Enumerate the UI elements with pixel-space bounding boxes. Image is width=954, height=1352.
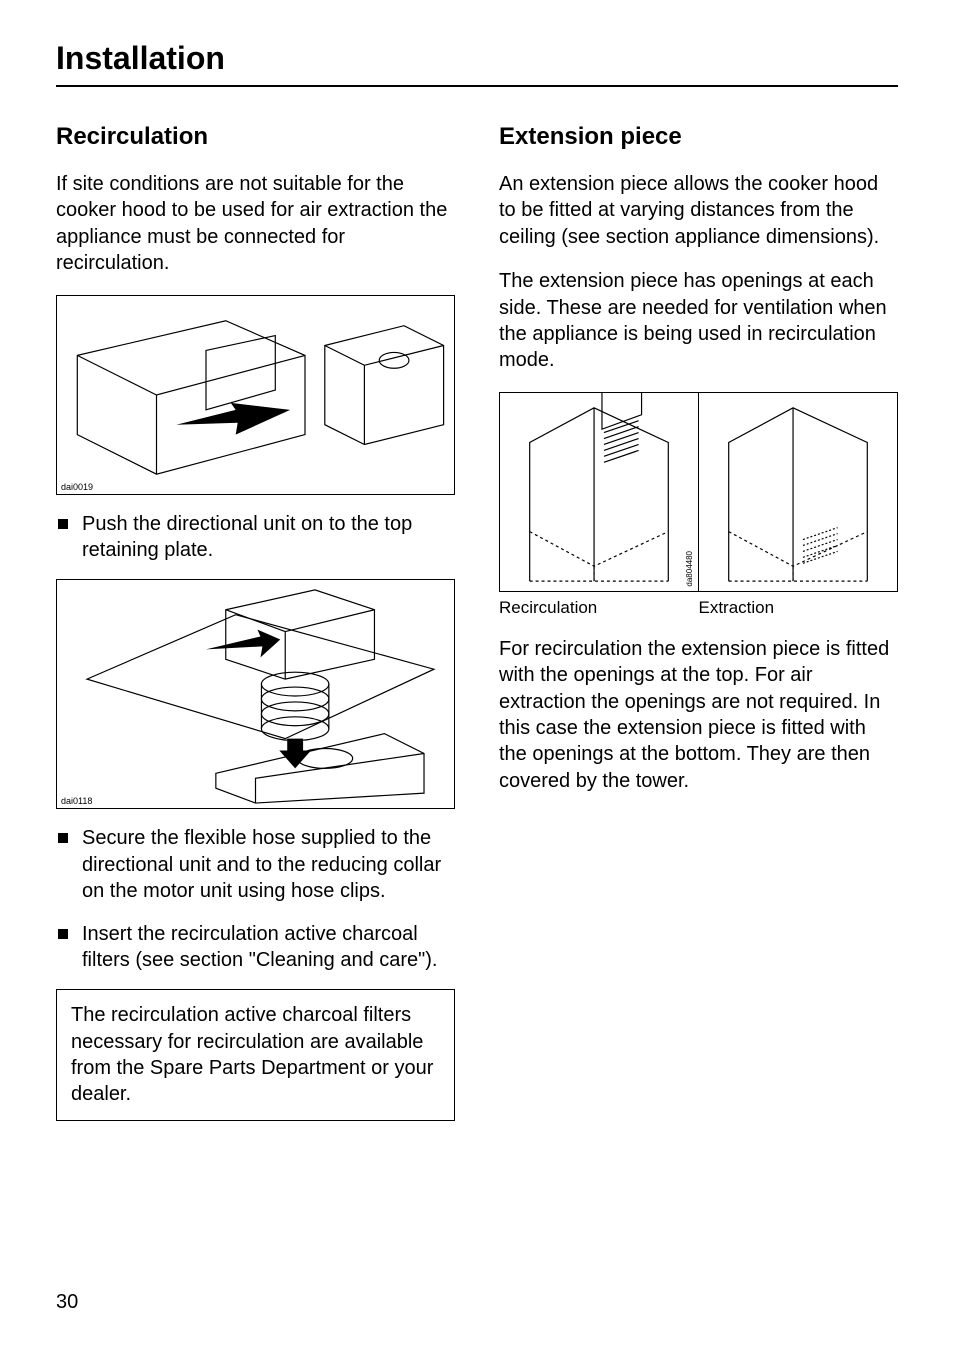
directional-unit-illustration — [57, 296, 454, 494]
bullet-list-1: Push the directional unit on to the top … — [56, 511, 455, 564]
page-title: Installation — [56, 40, 898, 77]
recirculation-heading: Recirculation — [56, 123, 455, 151]
extraction-illustration — [699, 393, 897, 591]
extension-figure-pair: da804480 — [499, 392, 898, 592]
extension-captions: Recirculation Extraction — [499, 598, 898, 618]
figure-id-1: dai0019 — [61, 482, 93, 492]
left-column: Recirculation If site conditions are not… — [56, 123, 455, 1121]
page-number: 30 — [56, 1291, 78, 1314]
figure-extraction-mode — [698, 392, 898, 592]
title-rule — [56, 85, 898, 87]
figure-recirculation-mode: da804480 — [499, 392, 699, 592]
caption-extraction: Extraction — [699, 598, 899, 618]
hose-assembly-illustration — [57, 580, 454, 808]
caption-recirculation: Recirculation — [499, 598, 699, 618]
recirculation-illustration — [500, 393, 698, 591]
right-column: Extension piece An extension piece allow… — [499, 123, 898, 1121]
note-charcoal-filters: The recirculation active charcoal filter… — [56, 989, 455, 1121]
bullet-list-2: Secure the flexible hose supplied to the… — [56, 825, 455, 973]
figure-directional-unit: dai0019 — [56, 295, 455, 495]
extension-heading: Extension piece — [499, 123, 898, 151]
figure-id-ext: da804480 — [685, 551, 694, 587]
figure-id-2: dai0118 — [61, 796, 92, 806]
extension-para3: For recirculation the extension piece is… — [499, 636, 898, 794]
extension-para1: An extension piece allows the cooker hoo… — [499, 171, 898, 250]
bullet-push-unit: Push the directional unit on to the top … — [56, 511, 455, 564]
bullet-insert-filters: Insert the recirculation active charcoal… — [56, 921, 455, 974]
content-columns: Recirculation If site conditions are not… — [56, 123, 898, 1121]
recirculation-intro: If site conditions are not suitable for … — [56, 171, 455, 277]
figure-hose-assembly: dai0118 — [56, 579, 455, 809]
bullet-secure-hose: Secure the flexible hose supplied to the… — [56, 825, 455, 904]
extension-para2: The extension piece has openings at each… — [499, 268, 898, 374]
